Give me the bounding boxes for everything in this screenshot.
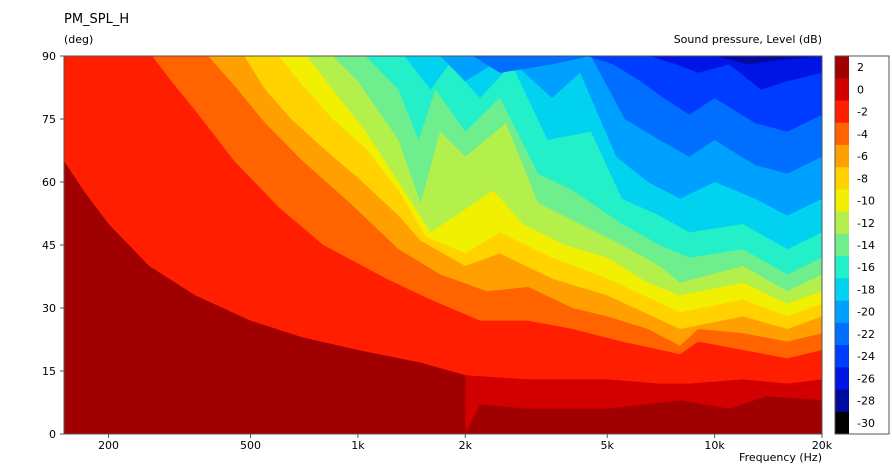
contour-bands	[64, 56, 822, 434]
colorbar-swatch	[835, 322, 849, 346]
y-axis-label: (deg)	[64, 33, 94, 46]
colorbar-swatch	[835, 167, 849, 190]
colorbar-label: -16	[857, 261, 875, 274]
colorbar-label: -4	[857, 128, 868, 141]
colorbar-swatch	[835, 144, 849, 168]
colorbar-swatch	[835, 278, 849, 302]
colorbar-swatch	[835, 189, 849, 213]
y-tick-label: 0	[49, 428, 56, 441]
colorbar-swatch	[835, 100, 849, 124]
colorbar-label: -20	[857, 306, 875, 319]
x-tick-label: 5k	[601, 439, 615, 452]
band--28	[663, 56, 822, 65]
colorbar-title: Sound pressure, Level (dB)	[673, 33, 822, 46]
colorbar-label: -14	[857, 239, 875, 252]
y-tick-label: 60	[42, 176, 56, 189]
colorbar-swatch	[835, 256, 849, 279]
colorbar-label: -10	[857, 195, 875, 208]
colorbar: 2 0 -2 -4 -6 -8 -10 -12 -14 -16 -18 -20 -22 -24 -26 -28…	[834, 55, 890, 435]
colorbar-label: -2	[857, 106, 868, 119]
band--26	[624, 56, 822, 90]
x-tick-label: 200	[98, 439, 119, 452]
y-tick-label: 90	[42, 50, 56, 63]
x-tick-label: 500	[240, 439, 261, 452]
colorbar-swatch	[835, 122, 849, 146]
x-axis: 200 500 1k 2k 5k 10k 20k	[98, 434, 833, 452]
colorbar-label: -28	[857, 395, 875, 408]
colorbar-label: -22	[857, 328, 875, 341]
y-tick-label: 75	[42, 113, 56, 126]
colorbar-swatch	[835, 300, 849, 324]
y-tick-label: 45	[42, 239, 56, 252]
colorbar-swatch	[835, 56, 849, 79]
colorbar-swatch	[835, 78, 849, 101]
colorbar-swatch	[835, 411, 849, 435]
colorbar-label: -26	[857, 372, 875, 385]
x-axis-label: Frequency (Hz)	[739, 451, 822, 464]
x-tick-label: 10k	[704, 439, 725, 452]
colorbar-label: -24	[857, 350, 875, 363]
y-tick-label: 30	[42, 302, 56, 315]
colorbar-label: -18	[857, 283, 875, 296]
colorbar-swatch	[835, 367, 849, 391]
colorbar-swatch	[835, 389, 849, 413]
colorbar-label: -30	[857, 417, 875, 430]
colorbar-label: 2	[857, 61, 864, 74]
x-tick-label: 20k	[812, 439, 833, 452]
colorbar-swatch	[835, 233, 849, 257]
y-axis: 0 15 30 45 60 75 90	[42, 50, 64, 441]
chart-title: PM_SPL_H	[64, 12, 130, 27]
colorbar-frame	[834, 55, 890, 435]
colorbar-label: -8	[857, 172, 868, 185]
colorbar-label: 0	[857, 83, 864, 96]
colorbar-label: -12	[857, 217, 875, 230]
y-tick-label: 15	[42, 365, 56, 378]
x-tick-label: 1k	[351, 439, 365, 452]
colorbar-swatch	[835, 211, 849, 235]
x-tick-label: 2k	[459, 439, 473, 452]
colorbar-label: -6	[857, 150, 868, 163]
colorbar-swatch	[835, 345, 849, 368]
